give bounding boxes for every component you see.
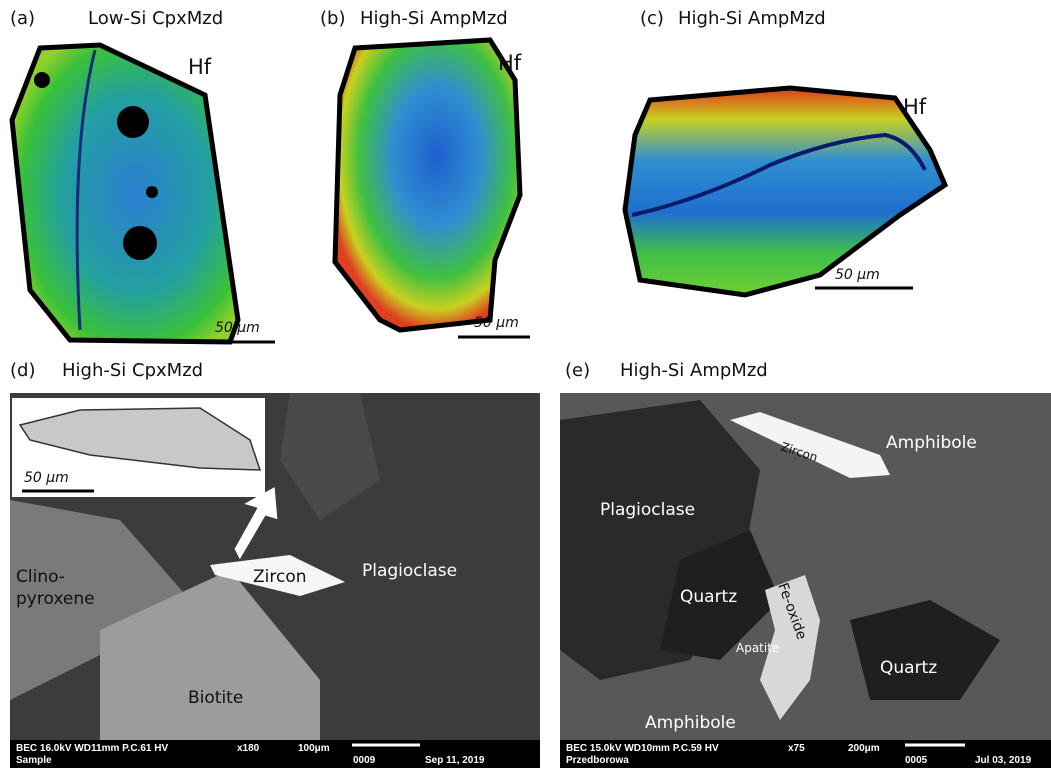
panel-title: High-Si AmpMzd [620,360,768,381]
element-label: Hf [188,55,212,79]
hole [34,72,50,88]
hole [146,186,158,198]
footer-text: 100μm [298,743,330,754]
mineral-label: Plagioclase [362,561,457,581]
footer-text: Przedborowa [566,755,629,766]
footer-text: 0009 [353,755,376,766]
figure: (a) Low-Si CpxMzd Hf 50 μm (b) High-Si A… [0,0,1051,768]
scale-label: 50 μm [474,315,519,331]
mineral-label: Amphibole [886,433,977,453]
element-label: Hf [903,95,927,119]
mineral-label: pyroxene [16,589,95,609]
footer-text: Sep 11, 2019 [425,755,485,766]
mineral-label: Amphibole [645,713,736,733]
footer-text: 200μm [848,743,880,754]
panel-label: (c) [640,8,664,29]
mineral-label: Biotite [188,688,243,708]
panel-label: (b) [320,8,345,29]
footer-text: 0005 [905,755,928,766]
panel-label: (d) [10,360,35,381]
mineral-label: Quartz [880,658,937,678]
hole [117,106,149,138]
mineral-label: Quartz [680,587,737,607]
grain [625,88,945,295]
footer-text: x75 [788,743,805,754]
mineral-label: Clino- [16,567,65,587]
panel-title: High-Si CpxMzd [62,360,203,381]
scale-label: 50 μm [835,267,880,283]
scale-label: 50 μm [215,320,260,336]
footer-text: x180 [237,743,260,754]
scale-label: 50 μm [24,470,69,486]
panel-label: (a) [10,8,35,29]
grain [335,40,520,330]
panel-label: (e) [565,360,590,381]
hole [123,226,157,260]
footer-text: Sample [16,755,52,766]
mineral-label: Zircon [253,567,307,587]
panel-title: Low-Si CpxMzd [88,8,223,29]
element-label: Hf [498,51,522,75]
footer-text: Jul 03, 2019 [975,755,1032,766]
mineral-label: Plagioclase [600,500,695,520]
mineral-label: Apatite [736,641,779,655]
panel-title: High-Si AmpMzd [360,8,508,29]
grain [12,45,238,342]
panel-title: High-Si AmpMzd [678,8,826,29]
footer-text: BEC 16.0kV WD11mm P.C.61 HV [16,743,168,754]
footer-text: BEC 15.0kV WD10mm P.C.59 HV [566,743,719,754]
